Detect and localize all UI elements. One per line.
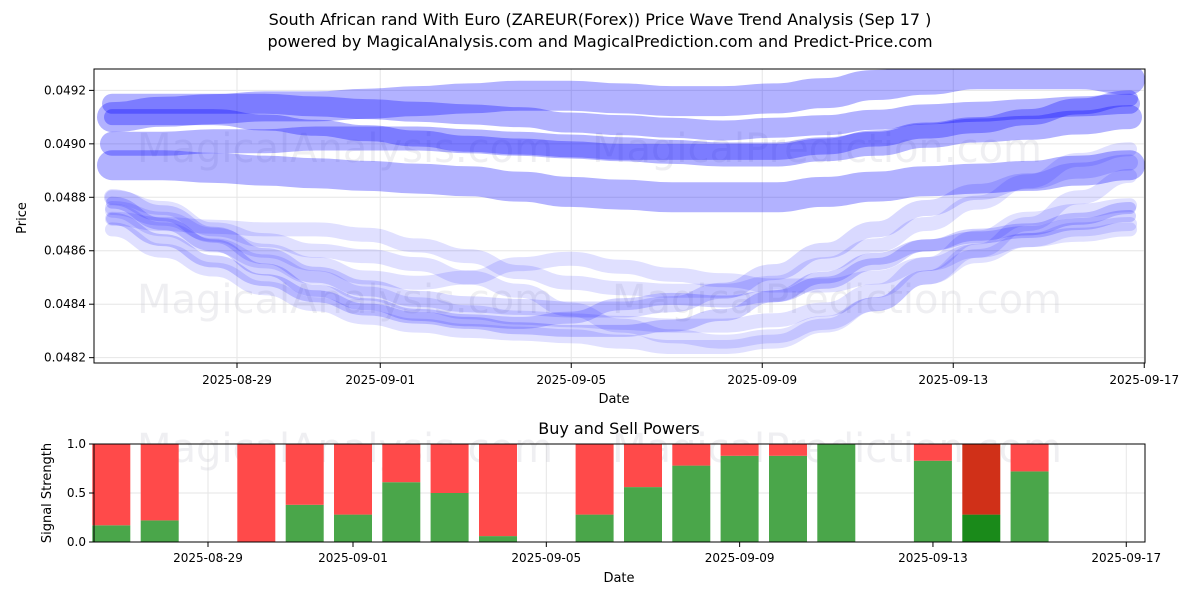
main-y-tick-label: 0.0482 bbox=[44, 351, 86, 365]
series-line-wave-10 bbox=[105, 142, 1137, 298]
watermark-text: MagicalPrediction.com bbox=[592, 126, 1042, 172]
sell-bar bbox=[285, 444, 324, 505]
main-y-tick-label: 0.0484 bbox=[44, 297, 86, 311]
series-line-wave-5 bbox=[102, 93, 1140, 141]
sell-bar bbox=[624, 444, 662, 488]
sell-bar bbox=[479, 444, 517, 537]
buy-bar bbox=[672, 465, 711, 542]
signal-y-tick-label: 1.0 bbox=[67, 437, 86, 451]
series-line-wave-12 bbox=[106, 210, 1136, 337]
main-y-tick-label: 0.0492 bbox=[44, 83, 86, 97]
buy-bar bbox=[575, 514, 614, 542]
signal-chart-title: Buy and Sell Powers bbox=[538, 419, 700, 438]
buy-bar bbox=[479, 536, 517, 542]
buy-sell-plot: MagicalAnalysis.comMagicalPrediction.com… bbox=[67, 426, 1161, 565]
sell-bar bbox=[769, 444, 807, 456]
main-plot-frame bbox=[93, 68, 1146, 364]
main-y-tick-label: 0.0490 bbox=[44, 137, 86, 151]
series-line-wave-8 bbox=[105, 168, 1137, 349]
main-x-tick-label: 2025-09-05 bbox=[536, 373, 606, 387]
main-x-tick-label: 2025-09-09 bbox=[727, 373, 797, 387]
buy-bar bbox=[962, 514, 1001, 542]
series-line-wave-13 bbox=[104, 154, 1138, 318]
main-y-tick-label: 0.0486 bbox=[44, 244, 86, 258]
sell-bar bbox=[672, 444, 711, 466]
series-line-wave-11 bbox=[106, 196, 1136, 329]
buy-bar bbox=[720, 455, 759, 542]
main-chart-title: South African rand With Euro (ZAREUR(For… bbox=[269, 10, 932, 29]
buy-bar bbox=[140, 520, 179, 542]
sell-bar bbox=[140, 444, 179, 521]
sell-bar bbox=[430, 444, 469, 493]
buy-bar bbox=[1010, 471, 1049, 542]
signal-x-tick-label: 2025-09-13 bbox=[898, 551, 968, 565]
main-chart-xlabel: Date bbox=[598, 392, 629, 407]
signal-x-tick-label: 2025-09-09 bbox=[705, 551, 775, 565]
price-wave-plot: MagicalAnalysis.com MagicalPrediction.com… bbox=[44, 68, 1179, 387]
sell-bar bbox=[720, 444, 759, 456]
wave-series-group bbox=[97, 69, 1145, 355]
sell-bar bbox=[92, 444, 131, 526]
buy-bar bbox=[430, 493, 469, 542]
sell-bar bbox=[575, 444, 614, 515]
buy-bar bbox=[913, 460, 952, 542]
series-line-wave-6 bbox=[105, 198, 1137, 333]
buy-bar bbox=[334, 514, 372, 542]
main-x-tick-label: 2025-09-13 bbox=[918, 373, 988, 387]
signal-x-tick-label: 2025-09-17 bbox=[1091, 551, 1161, 565]
sell-bar bbox=[962, 444, 1001, 515]
signal-x-tick-label: 2025-08-29 bbox=[173, 551, 243, 565]
buy-bar bbox=[285, 504, 324, 542]
buy-bar bbox=[382, 482, 421, 542]
series-line-wave-4 bbox=[97, 150, 1145, 213]
sell-bar bbox=[382, 444, 421, 483]
buy-bar bbox=[624, 487, 662, 542]
buy-bar bbox=[92, 525, 131, 542]
watermark-text: MagicalPrediction.com bbox=[612, 277, 1062, 323]
main-chart-subtitle: powered by MagicalAnalysis.com and Magic… bbox=[267, 32, 932, 51]
series-line-wave-1 bbox=[104, 90, 1138, 160]
signal-x-tick-label: 2025-09-05 bbox=[511, 551, 581, 565]
buy-bar bbox=[769, 455, 807, 542]
buy-bar bbox=[817, 444, 856, 542]
main-chart-ylabel: Price bbox=[15, 202, 30, 234]
sell-bar bbox=[1010, 444, 1049, 472]
signal-y-tick-label: 0.5 bbox=[67, 486, 86, 500]
series-line-wave-2 bbox=[100, 105, 1142, 167]
signal-chart-xlabel: Date bbox=[603, 571, 634, 586]
signal-chart-ylabel: Signal Strength bbox=[40, 443, 55, 543]
sell-bar bbox=[334, 444, 372, 515]
series-line-wave-9 bbox=[105, 217, 1137, 355]
watermark-text: MagicalAnalysis.com bbox=[137, 277, 553, 323]
sell-bar bbox=[913, 444, 952, 461]
sell-bar bbox=[237, 444, 276, 542]
series-line-wave-7 bbox=[105, 201, 1137, 293]
main-x-tick-label: 2025-09-17 bbox=[1109, 373, 1179, 387]
signal-y-tick-label: 0.0 bbox=[67, 535, 86, 549]
main-x-tick-label: 2025-09-01 bbox=[345, 373, 415, 387]
main-y-tick-label: 0.0488 bbox=[44, 190, 86, 204]
signal-x-tick-label: 2025-09-01 bbox=[318, 551, 388, 565]
watermark-text: MagicalAnalysis.com bbox=[137, 126, 553, 172]
main-x-tick-label: 2025-08-29 bbox=[202, 373, 272, 387]
series-line-wave-3 bbox=[97, 69, 1145, 133]
